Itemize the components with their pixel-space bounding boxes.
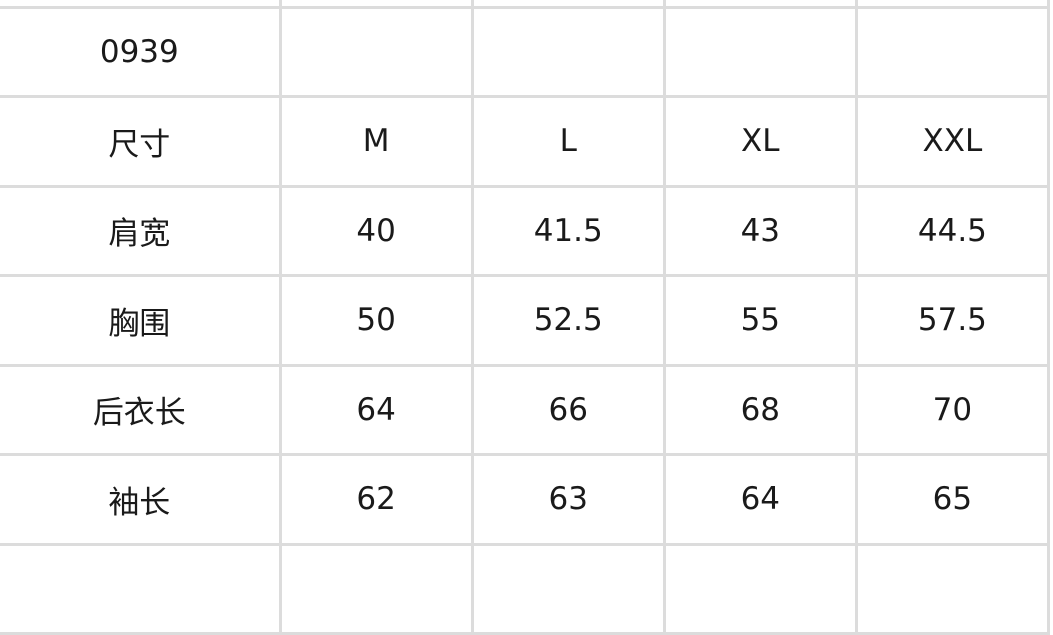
table-row: 胸围 50 52.5 55 57.5: [0, 274, 1051, 367]
table-cell: [470, 542, 666, 635]
table-cell: 66: [470, 363, 666, 456]
table-cell: 64: [662, 453, 858, 546]
table-cell: [662, 0, 858, 9]
row-label-cell: 肩宽: [0, 184, 282, 277]
table-row: 尺寸 M L XL XXL: [0, 95, 1051, 188]
table-cell: 43: [662, 184, 858, 277]
table-cell: 50: [278, 274, 474, 367]
table-cell: 64: [278, 363, 474, 456]
row-label-cell: 后衣长: [0, 363, 282, 456]
table-cell: [854, 542, 1051, 635]
row-label-cell: 袖长: [0, 453, 282, 546]
table-row: [0, 542, 1051, 635]
table-cell: 52.5: [470, 274, 666, 367]
row-label-cell: 胸围: [0, 274, 282, 367]
table-cell: 55: [662, 274, 858, 367]
row-label-cell: 尺寸: [0, 95, 282, 188]
table-row: 袖长 62 63 64 65: [0, 453, 1051, 546]
table-cell: 70: [854, 363, 1051, 456]
table-cell: XXL: [854, 95, 1051, 188]
table-cell: 68: [662, 363, 858, 456]
table-row: 肩宽 40 41.5 43 44.5: [0, 184, 1051, 277]
row-label-cell: 0939: [0, 5, 282, 98]
table-cell: 65: [854, 453, 1051, 546]
table-cell: L: [470, 95, 666, 188]
table-cell: 57.5: [854, 274, 1051, 367]
table-cell: [470, 5, 666, 98]
table-cell: [278, 5, 474, 98]
table-cell: 44.5: [854, 184, 1051, 277]
table-row: [0, 0, 1051, 9]
table-cell: 62: [278, 453, 474, 546]
table-cell: [854, 5, 1051, 98]
table-cell: 41.5: [470, 184, 666, 277]
table-cell: [278, 0, 474, 9]
table-cell: M: [278, 95, 474, 188]
table-cell: [278, 542, 474, 635]
table-cell: 40: [278, 184, 474, 277]
table-cell: [470, 0, 666, 9]
row-label-cell: [0, 0, 282, 9]
table-row: 后衣长 64 66 68 70: [0, 363, 1051, 456]
table-row: 0939: [0, 5, 1051, 98]
row-label-cell: [0, 542, 282, 635]
table-cell: XL: [662, 95, 858, 188]
table-cell: [662, 5, 858, 98]
table-cell: [854, 0, 1051, 9]
table-cell: 63: [470, 453, 666, 546]
table-cell: [662, 542, 858, 635]
